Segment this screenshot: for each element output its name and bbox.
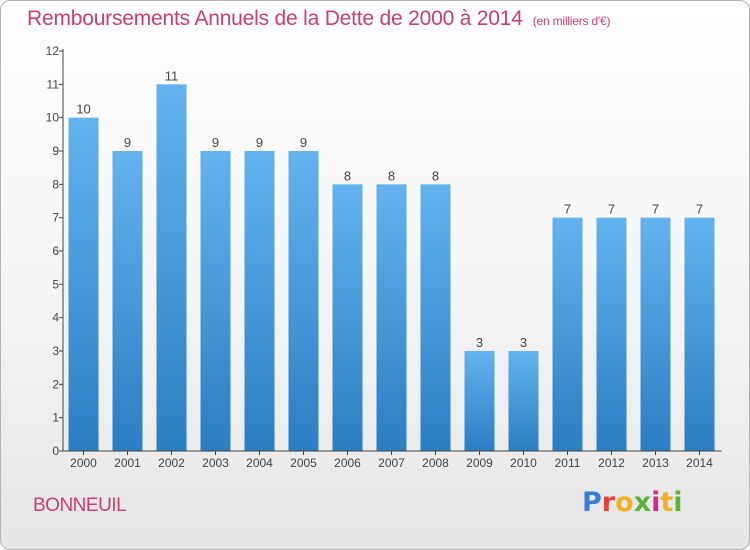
x-tick-label: 2013 — [642, 456, 669, 470]
bar-value-label: 10 — [76, 102, 90, 117]
bar-2001 — [112, 151, 143, 451]
chart-unit: (en milliers d'€) — [532, 14, 611, 28]
bar-value-label: 8 — [344, 168, 351, 183]
x-tick-label: 2004 — [246, 456, 273, 470]
bar-value-label: 8 — [432, 168, 439, 183]
y-tick-label: 1 — [52, 411, 59, 425]
bar-2005 — [288, 151, 319, 451]
bar-2000 — [68, 117, 99, 452]
x-tick-label: 2000 — [70, 456, 97, 470]
y-tick-label: 4 — [52, 311, 59, 325]
y-tick-label: 2 — [52, 377, 59, 391]
bar-value-label: 7 — [696, 202, 703, 217]
x-tick-label: 2005 — [290, 456, 317, 470]
bar-value-label: 7 — [564, 202, 571, 217]
x-tick-label: 2010 — [510, 456, 537, 470]
bar-2014 — [684, 217, 715, 451]
x-tick-label: 2011 — [555, 456, 581, 470]
bar-2004 — [244, 151, 275, 451]
x-tick-label: 2001 — [114, 456, 141, 470]
y-tick-label: 11 — [47, 77, 60, 91]
bar-value-label: 3 — [520, 335, 527, 350]
x-tick-label: 2014 — [686, 456, 713, 470]
bar-2012 — [596, 217, 627, 451]
chart-title-text: Remboursements Annuels de la Dette de 20… — [27, 7, 523, 30]
bar-value-label: 11 — [165, 68, 179, 83]
bar-2013 — [640, 217, 671, 451]
y-tick-label: 8 — [52, 177, 59, 191]
y-tick-label: 5 — [52, 277, 59, 291]
y-tick-label: 3 — [52, 344, 59, 358]
bar-value-label: 9 — [256, 135, 263, 150]
bar-2002 — [156, 84, 187, 451]
x-tick-label: 2008 — [422, 456, 449, 470]
bar-value-label: 7 — [652, 202, 659, 217]
x-tick-label: 2007 — [378, 456, 405, 470]
bar-value-label: 9 — [300, 135, 307, 150]
y-tick-label: 7 — [52, 211, 59, 225]
proxiti-logo: Proxiti — [582, 487, 683, 518]
bar-2009 — [464, 351, 495, 451]
y-tick-label: 0 — [52, 444, 59, 458]
chart-title: Remboursements Annuels de la Dette de 20… — [27, 7, 610, 31]
bar-2008 — [420, 184, 451, 452]
bar-2003 — [200, 151, 231, 451]
commune-name: BONNEUIL — [33, 495, 127, 516]
y-tick-label: 12 — [46, 44, 60, 58]
bar-value-label: 9 — [124, 135, 131, 150]
bar-2006 — [332, 184, 363, 452]
x-tick-label: 2012 — [598, 456, 625, 470]
x-tick-label: 2006 — [334, 456, 361, 470]
x-tick-label: 2002 — [158, 456, 185, 470]
bar-value-label: 7 — [608, 202, 615, 217]
y-tick-label: 10 — [46, 111, 60, 125]
x-tick-label: 2003 — [202, 456, 229, 470]
bar-2007 — [376, 184, 407, 452]
bar-value-label: 8 — [388, 168, 395, 183]
x-tick-label: 2009 — [466, 456, 493, 470]
bar-value-label: 9 — [212, 135, 219, 150]
bar-value-label: 3 — [476, 335, 483, 350]
y-tick-label: 9 — [52, 144, 59, 158]
bar-2010 — [508, 351, 539, 451]
bar-2011 — [552, 217, 583, 451]
y-tick-label: 6 — [52, 244, 59, 258]
